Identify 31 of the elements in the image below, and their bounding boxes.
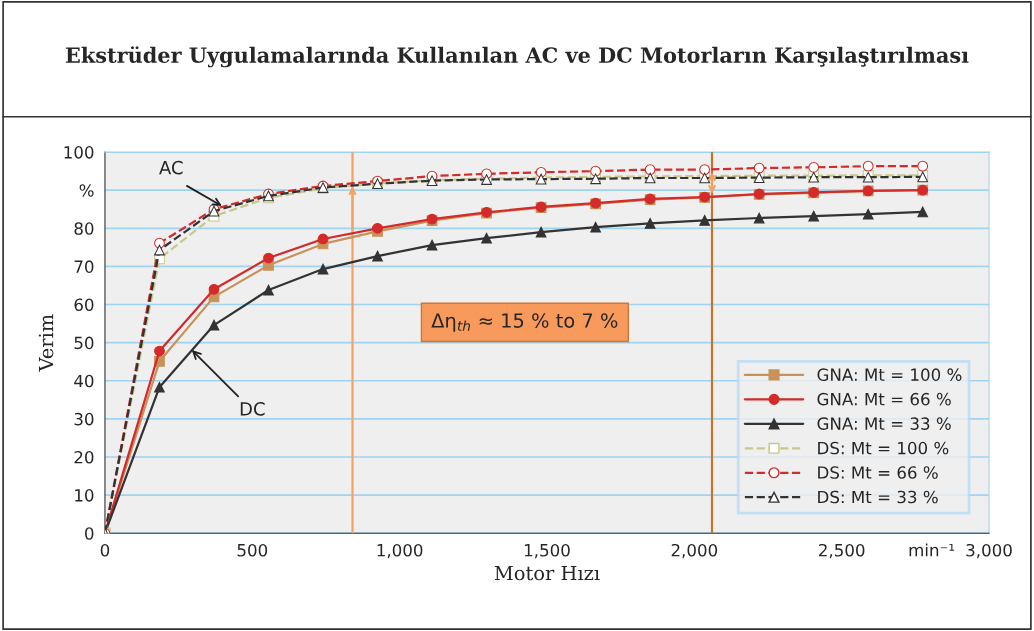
y-tick-label: 10 — [75, 489, 94, 502]
x-tick-label: 3,000 — [966, 543, 1012, 559]
legend-label: GNA: Mt = 66 % — [817, 392, 951, 406]
annotation: DC — [240, 402, 265, 416]
y-axis-title: Verim — [38, 314, 54, 372]
y-tick-label: 0 — [85, 527, 94, 540]
x-tick-label: 1,000 — [377, 543, 423, 559]
x-tick-label: 2,000 — [671, 543, 718, 559]
x-tick-label: 0 — [100, 543, 110, 557]
x-tick-label: 1,500 — [524, 543, 570, 559]
y-tick-label: 100 — [64, 146, 94, 159]
y-tick-label: 30 — [74, 412, 94, 426]
y-tick-label: 20 — [74, 450, 94, 464]
chart-title: Ekstrüder Uygulamalarında Kullanılan AC ve DC Motorların Karşılaştırılması — [65, 46, 969, 68]
y-tick-label: 70 — [74, 260, 94, 273]
y-tick-label: % — [79, 184, 94, 197]
x-axis-title: Motor Hızı — [494, 565, 600, 581]
legend-label: DS: Mt = 100 % — [818, 441, 949, 455]
legend-label: GNA: Mt = 100 % — [817, 368, 962, 381]
y-tick-label: 40 — [74, 374, 94, 388]
y-tick-label: 80 — [74, 222, 94, 235]
annotation: AC — [159, 160, 183, 175]
y-tick-label: 50 — [74, 336, 94, 350]
legend-label: GNA: Mt = 33 % — [817, 417, 951, 430]
legend-label: DS: Mt = 66 % — [818, 466, 938, 479]
legend-label: DS: Mt = 33 % — [818, 490, 938, 504]
text: min⁻¹ — [909, 543, 955, 557]
annotation: Δη$_{th}$ ≈ 15 % to 7 % — [431, 313, 618, 332]
x-tick-label: 500 — [237, 543, 268, 557]
x-tick-label: 2,500 — [819, 543, 865, 559]
y-tick-label: 60 — [74, 298, 94, 312]
